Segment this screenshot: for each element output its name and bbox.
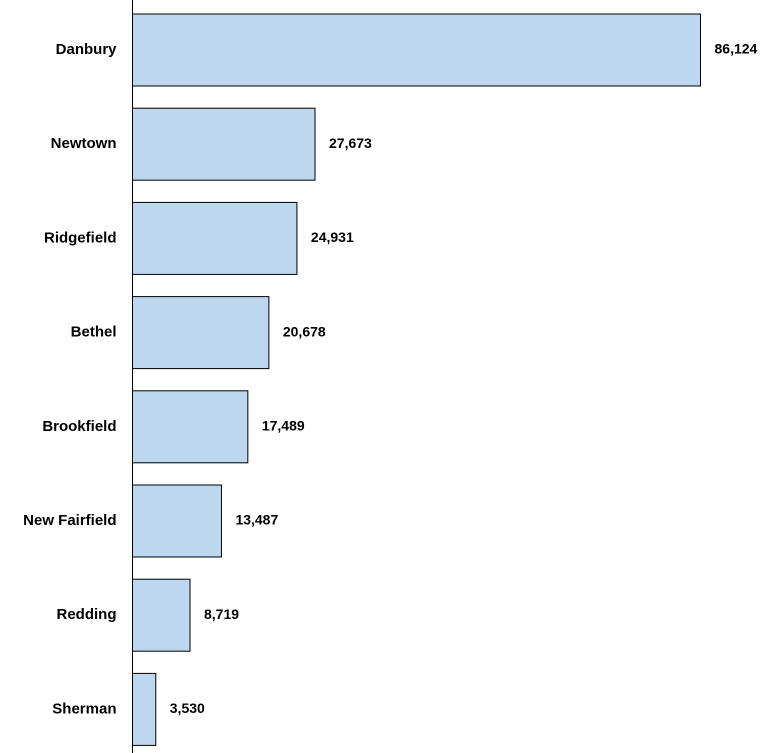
bar-sherman — [132, 672, 157, 746]
value-label: 3,530 — [170, 700, 205, 716]
category-labels: Danbury Newtown Ridgefield Bethel Brookfield… — [23, 41, 117, 717]
bars — [132, 13, 701, 746]
value-label: 27,673 — [329, 135, 372, 151]
category-label: Brookfield — [42, 418, 116, 435]
category-label: New Fairfield — [23, 512, 116, 529]
bar-brookfield — [132, 390, 249, 464]
category-label: Newtown — [51, 135, 117, 152]
bar-bethel — [132, 296, 270, 370]
category-label: Danbury — [56, 41, 118, 58]
value-label: 17,489 — [262, 418, 305, 434]
bar-new-fairfield — [132, 484, 222, 558]
value-label: 86,124 — [715, 41, 758, 57]
bar-newtown — [132, 107, 316, 181]
value-label: 8,719 — [204, 606, 239, 622]
value-label: 13,487 — [235, 512, 278, 528]
value-label: 20,678 — [283, 323, 326, 339]
bar-danbury — [132, 13, 701, 87]
bar-redding — [132, 578, 191, 652]
value-label: 24,931 — [311, 229, 354, 245]
bar-ridgefield — [132, 201, 298, 275]
category-label: Redding — [57, 606, 117, 623]
category-label: Sherman — [52, 700, 116, 717]
category-label: Ridgefield — [44, 229, 117, 246]
category-label: Bethel — [71, 324, 117, 341]
value-labels: 86,124 27,673 24,931 20,678 17,489 13,487 8,71… — [170, 41, 758, 716]
